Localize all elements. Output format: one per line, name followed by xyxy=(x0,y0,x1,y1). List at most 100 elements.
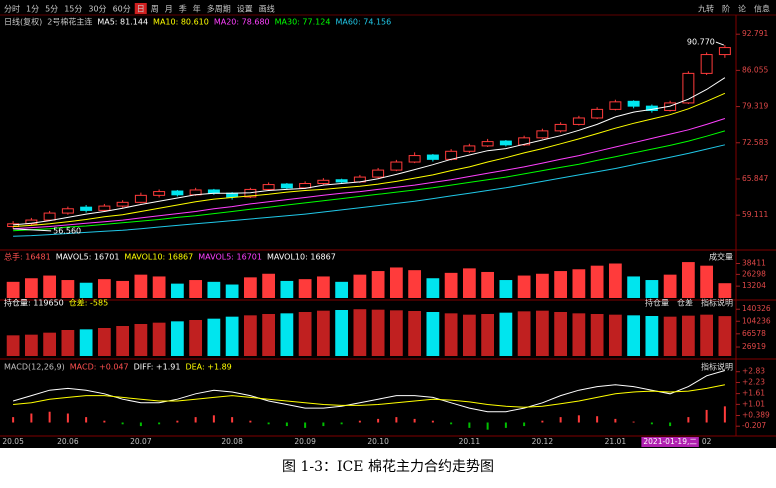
y-tick-label: +1.01 xyxy=(742,399,765,408)
bar xyxy=(280,280,294,298)
bar xyxy=(6,281,20,298)
x-tick-label: 21.01 xyxy=(605,437,627,446)
candle-body xyxy=(280,183,293,189)
candle-body xyxy=(481,141,494,147)
bar xyxy=(554,271,568,298)
panel-button[interactable]: 持仓量 xyxy=(645,298,669,308)
candle-body xyxy=(61,208,74,214)
bar xyxy=(207,281,221,298)
indicator-line xyxy=(13,92,726,227)
indicator-line xyxy=(13,130,726,232)
bar xyxy=(645,280,659,298)
candle-body xyxy=(627,100,640,107)
toolbar-item[interactable]: 季 xyxy=(179,4,187,14)
toolbar-item[interactable]: 设置 xyxy=(237,4,253,14)
panel-header: MAVOL10: 16867 xyxy=(267,253,336,262)
indicator-line xyxy=(13,77,726,226)
toolbar-item[interactable]: 60分 xyxy=(113,5,131,14)
toolbar-active-bg xyxy=(134,3,147,14)
toolbar-item[interactable]: 多周期 xyxy=(207,4,231,14)
y-tick-label: 79.319 xyxy=(742,102,768,111)
y-tick-label: 26919 xyxy=(742,342,766,351)
candle-body xyxy=(682,72,695,104)
candle-body xyxy=(536,130,549,139)
bar xyxy=(426,278,440,298)
bar xyxy=(152,322,166,356)
y-tick-label: 26298 xyxy=(742,269,766,278)
toolbar-item[interactable]: 周 xyxy=(151,5,159,14)
y-tick-label: +2.23 xyxy=(742,377,765,386)
panel-header: MAVOL5: 16701 xyxy=(198,253,262,262)
x-tick-label: 20.08 xyxy=(221,437,243,446)
bar xyxy=(335,281,349,298)
toolbar-right-item[interactable]: 九转 xyxy=(698,4,714,14)
bar xyxy=(170,283,184,298)
bar xyxy=(481,271,495,298)
bar xyxy=(353,274,367,298)
bar xyxy=(645,316,659,356)
annotation-pointer xyxy=(715,41,725,46)
bar xyxy=(61,330,75,356)
panel-header: 持仓量: 119650 xyxy=(4,298,64,308)
bar xyxy=(426,312,440,356)
bar xyxy=(499,312,513,356)
candle-body xyxy=(572,117,585,125)
legend-entry: MA5: 81.144 xyxy=(97,18,148,27)
indicator-line xyxy=(13,144,726,237)
bar xyxy=(134,324,148,356)
annotation-pointer xyxy=(13,228,52,232)
bar xyxy=(353,309,367,356)
bar xyxy=(499,280,513,298)
panel-header: 仓差: -585 xyxy=(69,298,108,308)
toolbar-right-item[interactable]: 信息 xyxy=(754,4,770,14)
toolbar-item[interactable]: 30分 xyxy=(88,5,106,14)
bar xyxy=(408,311,422,356)
toolbar-right-item[interactable]: 论 xyxy=(738,4,746,14)
legend-entry: MA10: 80.610 xyxy=(153,18,209,27)
y-tick-label: 72.583 xyxy=(742,138,768,147)
candle-body xyxy=(80,206,93,211)
candle-body xyxy=(171,190,184,196)
panel-button[interactable]: 指标说明 xyxy=(701,298,733,308)
bar xyxy=(298,279,312,298)
toolbar-item[interactable]: 月 xyxy=(165,5,173,14)
legend-entry: MA20: 78.680 xyxy=(214,18,270,27)
toolbar-item[interactable]: 日 xyxy=(137,5,145,14)
candle-body xyxy=(98,205,111,211)
x-tick-label: 20.07 xyxy=(130,437,152,446)
candle-body xyxy=(463,145,476,152)
bar xyxy=(43,332,57,356)
panel-header: DIFF: +1.91 xyxy=(134,363,181,372)
bar xyxy=(572,313,586,356)
panel-button[interactable]: 指标说明 xyxy=(701,362,733,372)
bar xyxy=(97,279,111,298)
panel-header: MAVOL5: 16701 xyxy=(56,253,120,262)
toolbar-item[interactable]: 分时 xyxy=(4,4,20,14)
panel-button[interactable]: 成交量 xyxy=(709,252,733,262)
bar xyxy=(189,280,203,298)
toolbar-item[interactable]: 年 xyxy=(193,4,201,14)
bar xyxy=(517,311,531,356)
candle-body xyxy=(262,184,275,190)
bar xyxy=(554,312,568,356)
toolbar-item[interactable]: 画线 xyxy=(259,4,275,14)
toolbar-right-item[interactable]: 阶 xyxy=(722,4,730,14)
candle-body xyxy=(518,137,531,146)
bar xyxy=(572,269,586,298)
y-tick-label: -0.207 xyxy=(742,421,766,430)
toolbar-item[interactable]: 1分 xyxy=(26,5,39,14)
x-tick-label: 20.06 xyxy=(57,437,79,446)
bar xyxy=(79,282,93,298)
toolbar-item[interactable]: 15分 xyxy=(64,5,82,14)
candle-body xyxy=(153,191,166,196)
legend-entry: MA30: 77.124 xyxy=(275,18,331,27)
candle-body xyxy=(116,201,129,207)
toolbar-item[interactable]: 5分 xyxy=(45,5,58,14)
bar xyxy=(371,309,385,356)
panel-button[interactable]: 仓差 xyxy=(677,298,693,308)
bar xyxy=(608,314,622,356)
candle-body xyxy=(299,183,312,189)
caption: 图 1-3：ICE 棉花主力合约走势图 xyxy=(282,458,494,475)
chart-background xyxy=(0,0,776,448)
bar xyxy=(627,276,641,298)
